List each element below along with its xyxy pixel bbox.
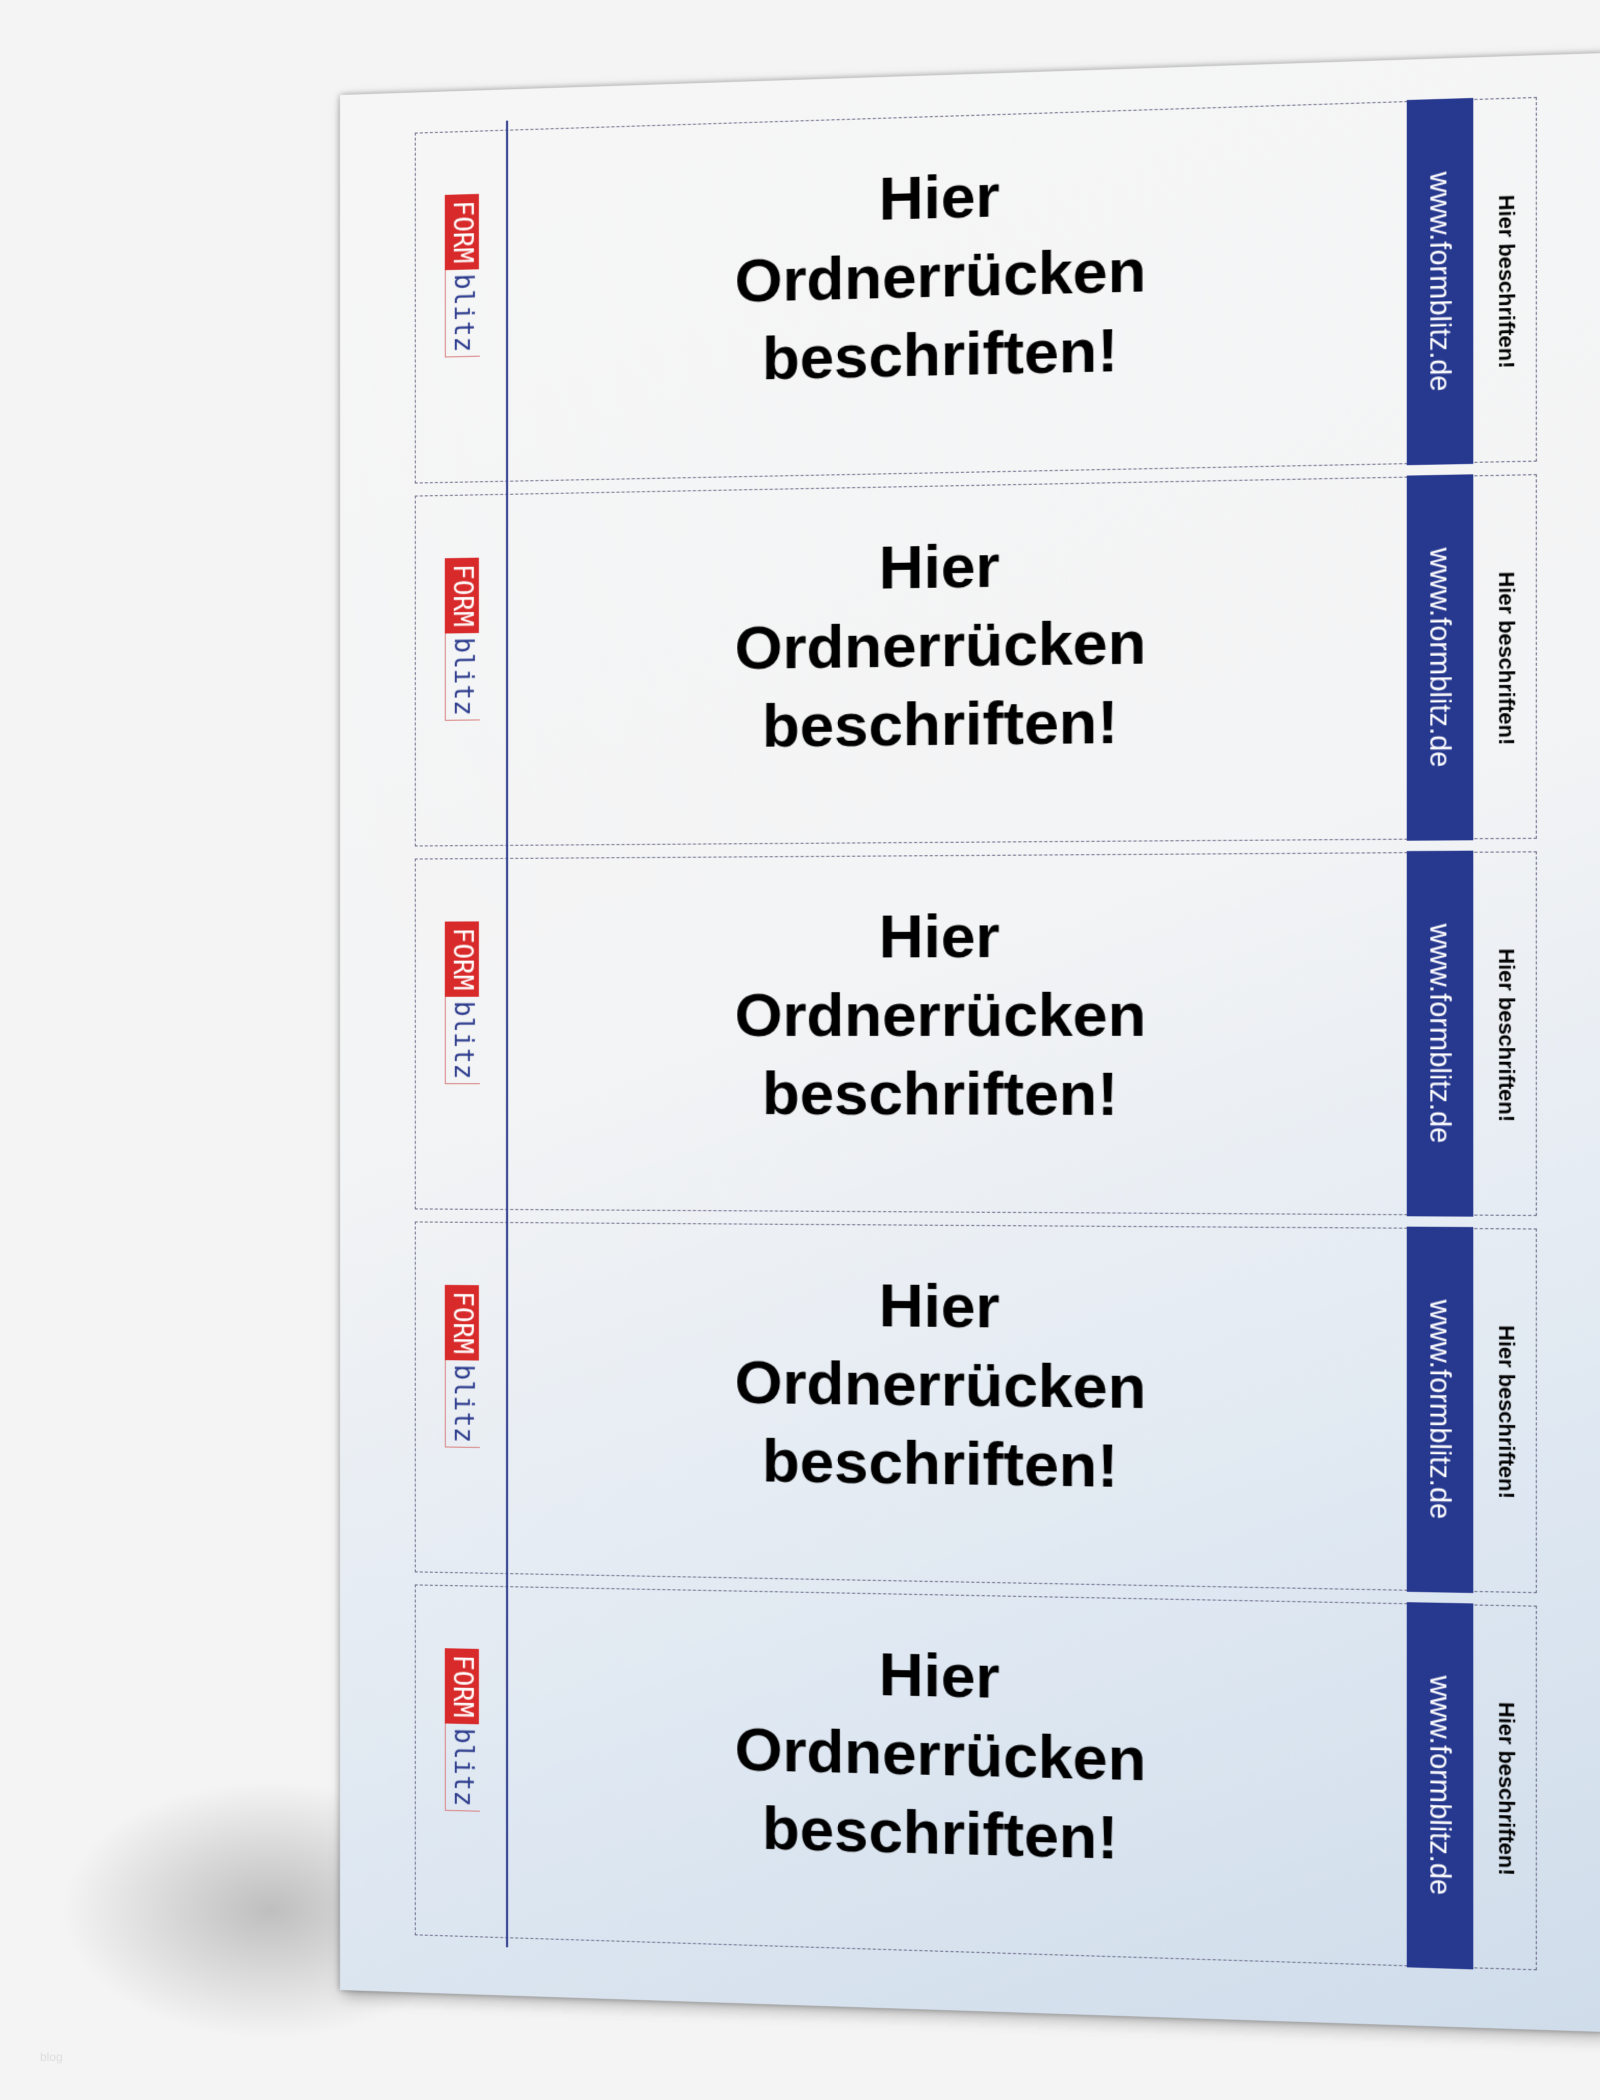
formblitz-logo: FORM blitz: [444, 1284, 480, 1448]
url-stripe: www.formblitz.de: [1406, 850, 1474, 1217]
formblitz-logo: FORM blitz: [444, 1648, 480, 1812]
fold-line: [506, 484, 509, 855]
url-stripe: www.formblitz.de: [1406, 97, 1474, 466]
label-title: Hier Ordnerrücken beschriften!: [516, 1263, 1375, 1509]
side-caption: Hier beschriften!: [1475, 98, 1534, 464]
side-caption-text: Hier beschriften!: [1493, 570, 1518, 745]
logo-form-text: FORM: [444, 557, 479, 634]
logo-form-text: FORM: [444, 1284, 479, 1361]
url-stripe: www.formblitz.de: [1406, 1602, 1474, 1970]
fold-line: [506, 1212, 509, 1584]
folder-spine-label: FORM blitz Hier Ordnerrücken beschriften…: [414, 96, 1537, 491]
url-stripe: www.formblitz.de: [1406, 474, 1474, 841]
folder-spine-label: FORM blitz Hier Ordnerrücken beschriften…: [414, 474, 1537, 855]
url-text: www.formblitz.de: [1423, 1675, 1458, 1896]
logo-blitz-text: blitz: [444, 268, 480, 358]
title-line-3: beschriften!: [762, 1059, 1119, 1129]
side-caption-text: Hier beschriften!: [1493, 193, 1518, 369]
title-line-1: Hier: [878, 531, 1000, 602]
label-title: Hier Ordnerrücken beschriften!: [516, 1628, 1375, 1885]
side-caption: Hier beschriften!: [1475, 852, 1534, 1217]
title-line-2: Ordnerrücken: [734, 980, 1147, 1050]
logo-form-text: FORM: [444, 921, 479, 997]
title-line-1: Hier: [878, 1271, 1000, 1341]
label-title: Hier Ordnerrücken beschriften!: [516, 520, 1375, 768]
fold-line: [506, 120, 509, 491]
title-line-1: Hier: [878, 901, 1000, 971]
label-sheet: FORM blitz Hier Ordnerrücken beschriften…: [340, 53, 1600, 2032]
url-text: www.formblitz.de: [1423, 923, 1458, 1144]
logo-blitz-text: blitz: [444, 996, 480, 1085]
folder-spine-label: FORM blitz Hier Ordnerrücken beschriften…: [414, 1212, 1537, 1594]
title-line-2: Ordnerrücken: [734, 608, 1147, 683]
label-title: Hier Ordnerrücken beschriften!: [516, 145, 1375, 403]
side-caption: Hier beschriften!: [1475, 1606, 1534, 1972]
url-text: www.formblitz.de: [1423, 547, 1458, 768]
label-title: Hier Ordnerrücken beschriften!: [516, 895, 1375, 1134]
title-line-3: beschriften!: [762, 1426, 1119, 1501]
logo-blitz-text: blitz: [444, 632, 480, 721]
side-caption-text: Hier beschriften!: [1493, 947, 1518, 1122]
url-text: www.formblitz.de: [1423, 171, 1458, 393]
logo-blitz-text: blitz: [444, 1723, 480, 1812]
formblitz-logo: FORM blitz: [444, 921, 480, 1085]
logo-form-text: FORM: [444, 1648, 479, 1724]
formblitz-logo: FORM blitz: [444, 557, 480, 721]
url-text: www.formblitz.de: [1423, 1299, 1458, 1520]
side-caption: Hier beschriften!: [1475, 475, 1534, 840]
url-stripe: www.formblitz.de: [1406, 1226, 1474, 1594]
fold-line: [506, 1577, 509, 1948]
title-line-3: beschriften!: [762, 687, 1119, 760]
side-caption: Hier beschriften!: [1475, 1229, 1534, 1594]
side-caption-text: Hier beschriften!: [1493, 1324, 1518, 1499]
folder-spine-label: FORM blitz Hier Ordnerrücken beschriften…: [414, 1577, 1537, 1972]
watermark: blog: [40, 2050, 63, 2064]
formblitz-logo: FORM blitz: [444, 193, 480, 358]
fold-line: [506, 848, 509, 1220]
folder-spine-label: FORM blitz Hier Ordnerrücken beschriften…: [414, 848, 1537, 1220]
side-caption-text: Hier beschriften!: [1493, 1701, 1518, 1876]
logo-blitz-text: blitz: [444, 1359, 480, 1448]
logo-form-text: FORM: [444, 193, 479, 270]
title-line-2: Ordnerrücken: [734, 1348, 1147, 1422]
